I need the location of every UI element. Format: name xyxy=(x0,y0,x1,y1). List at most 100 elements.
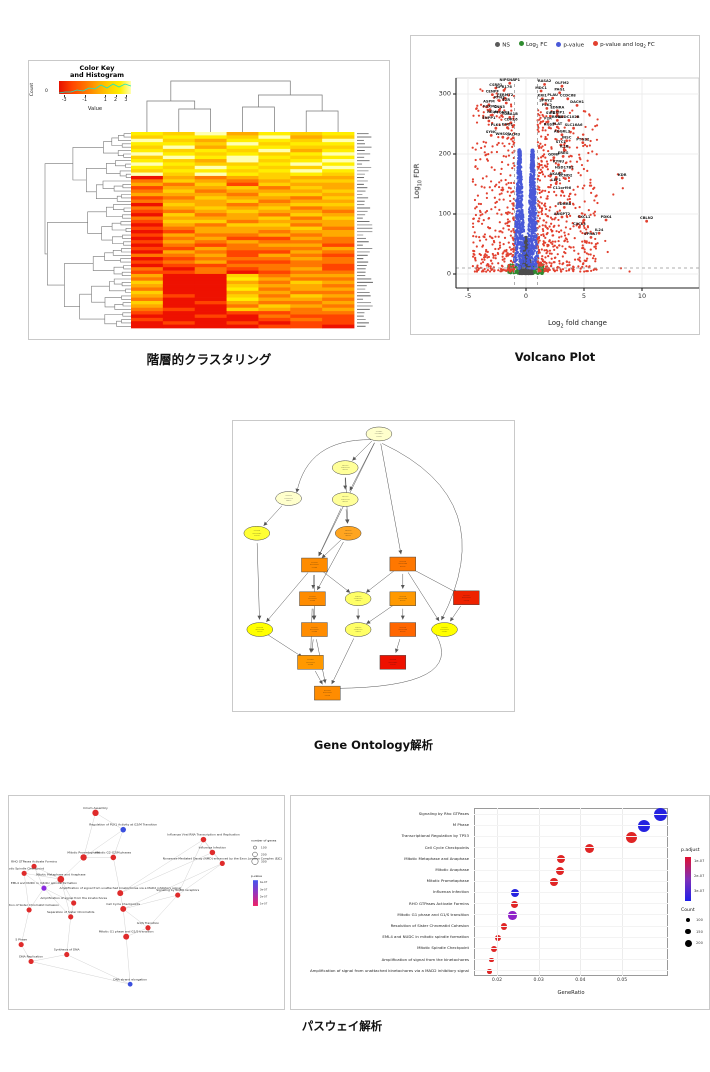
color-key-zero-label: 0 xyxy=(45,89,48,94)
network-node xyxy=(145,925,151,931)
color-key-count-label: Count xyxy=(30,82,36,97)
svg-text:––––––––: –––––––– xyxy=(398,628,407,631)
dotplot-row-line xyxy=(474,824,668,826)
network-node xyxy=(120,826,126,833)
network-node-label: Mitotic G1 phase and G1/S transition xyxy=(99,930,154,934)
color-key-histogram-trace xyxy=(59,83,131,94)
svg-text:100: 100 xyxy=(261,846,267,850)
enrichment-dotplot-panel: GeneRatio p.adjust Count 0.02 0.03 0.04 0.0… xyxy=(290,795,710,1010)
dotplot-row-line xyxy=(474,970,668,972)
volcano-legend-item: p-value xyxy=(556,41,584,48)
svg-text:––––––––: –––––––– xyxy=(375,433,384,436)
dotplot-category-label: Influenza Infection xyxy=(432,889,469,895)
svg-text:–––––: ––––– xyxy=(400,600,405,603)
dotplot-xtick-label: 0.02 xyxy=(491,978,503,983)
svg-text:––––––: –––––– xyxy=(342,496,349,499)
volcano-legend-item: Log2 FC xyxy=(518,41,548,49)
svg-text:––––––––: –––––––– xyxy=(398,563,407,566)
svg-text:––––––: –––––– xyxy=(254,529,261,532)
network-node-label: EML4 and NUDC in mitotic spindle formati… xyxy=(11,881,77,885)
svg-text:––––––––: –––––––– xyxy=(310,628,319,631)
svg-text:–––––: ––––– xyxy=(355,600,360,603)
go-node: ––––––––––––––––––– xyxy=(314,685,341,701)
volcano-legend-label: Log2 FC xyxy=(525,41,548,49)
network-node xyxy=(110,854,117,861)
heatmap-grid xyxy=(29,61,389,339)
network-node xyxy=(120,905,127,912)
dotplot-point xyxy=(625,831,637,843)
go-node: ––––––––––––––––––– xyxy=(299,591,326,606)
svg-text:–––––: ––––– xyxy=(254,534,259,537)
network-node-label: DNA Replication xyxy=(19,954,43,958)
svg-text:––––––: –––––– xyxy=(345,529,352,532)
svg-text:–––––: ––––– xyxy=(312,566,317,569)
color-key-tick xyxy=(84,95,86,97)
dotplot-category-label: M Phase xyxy=(452,822,469,828)
volcano-legend-item: NS xyxy=(495,41,510,48)
svg-text:––––––: –––––– xyxy=(285,495,292,498)
network-node-label: Synthesis of DNA xyxy=(54,948,80,952)
network-node-label: Mitotic Metaphase and Anaphase xyxy=(36,872,86,876)
color-key-tick-label: 3 xyxy=(124,98,128,103)
svg-text:––––––: –––––– xyxy=(342,464,349,467)
dotplot-xtick-label: 0.04 xyxy=(575,978,586,983)
dotplot-padjust-gradient xyxy=(685,857,691,901)
svg-text:––––––––: –––––––– xyxy=(323,692,332,695)
network-node-label: Signaling by ROBO receptors xyxy=(156,888,199,892)
dotplot-point xyxy=(510,900,518,908)
svg-text:––––––––: –––––––– xyxy=(354,597,363,600)
go-node: ––––––––––––––––––– xyxy=(301,622,328,637)
volcano-legend-dot-icon xyxy=(593,41,599,46)
svg-text:––––––––: –––––––– xyxy=(440,628,449,631)
dotplot-category-label: Signaling by Rho GTPases xyxy=(418,811,469,816)
dotplot-row-line xyxy=(474,869,668,871)
svg-text:––––––––: –––––––– xyxy=(284,497,293,500)
network-node xyxy=(71,900,77,906)
svg-text:––––––: –––––– xyxy=(463,594,470,597)
svg-text:––––––––: –––––––– xyxy=(354,628,363,631)
dotplot-category-label: Mitotic Prometaphase xyxy=(426,878,469,884)
dotplot-padjust-legend-title: p.adjust xyxy=(681,848,700,853)
go-node: ––––––––––––––––––– xyxy=(453,590,480,605)
go-node: ––––––––––––––––––– xyxy=(344,622,372,637)
svg-text:3e-07: 3e-07 xyxy=(260,887,268,891)
go-node: ––––––––––––––––––– xyxy=(301,557,328,573)
network-node-label: Separation of Sister Chromatids xyxy=(47,910,95,914)
svg-text:––––––––: –––––––– xyxy=(252,532,261,535)
volcano-legend-dot-icon xyxy=(495,41,501,47)
svg-text:1e-07: 1e-07 xyxy=(260,902,268,906)
svg-text:––––––: –––––– xyxy=(307,659,314,662)
dotplot-row-line xyxy=(474,903,668,905)
volcano-panel: NS Log2 FC p-value p-value and log2 FC Log1… xyxy=(410,35,700,335)
svg-text:––––––––: –––––––– xyxy=(341,466,350,469)
dotplot-category-label: Mitotic G1 phase and G1/S transition xyxy=(397,911,469,917)
network-node-label: Mitotic Spindle Checkpoint xyxy=(9,866,45,870)
go-node: ––––––––––––––––––– xyxy=(332,492,359,507)
go-node: ––––––––––––––––––– xyxy=(246,622,273,637)
volcano-legend-dot-icon xyxy=(518,41,524,46)
color-key-tick xyxy=(105,95,107,97)
dotplot-count-dot xyxy=(685,917,691,923)
heatmap-color-key: Color Key and Histogram Count 0 -3 -1 1 2 3 … xyxy=(30,64,147,123)
go-node: ––––––––––––––––––– xyxy=(389,556,416,572)
network-node xyxy=(28,958,34,965)
dotplot-point xyxy=(556,855,565,864)
dotplot-row-line xyxy=(474,836,668,837)
caption-volcano: Volcano Plot xyxy=(514,350,596,364)
go-node: ––––––––––––––––––– xyxy=(332,460,359,475)
svg-text:––––––––: –––––––– xyxy=(308,597,317,600)
network-node-label: Cilium Assembly xyxy=(83,806,108,810)
svg-text:–––––: ––––– xyxy=(464,599,469,602)
go-dag-diagram: ––––––––––––––––––––––––––––––––––––––––… xyxy=(243,426,480,701)
dotplot-category-label: Amplification of signal from the kinetoc… xyxy=(381,956,469,962)
svg-text:–––––: ––––– xyxy=(257,631,262,634)
go-node: ––––––––––––––––––– xyxy=(389,591,416,606)
svg-text:––––––: –––––– xyxy=(400,626,407,629)
color-key-tick-label: -3 xyxy=(61,98,67,103)
color-key-title: Color Key and Histogram xyxy=(51,64,143,80)
color-key-value-label: Value xyxy=(87,106,103,112)
network-node xyxy=(31,863,37,869)
color-key-ticks: -3 -1 1 2 3 xyxy=(59,95,131,103)
network-node-label: Amplification of signal from unattached … xyxy=(60,886,182,890)
dotplot-count-label: 200 xyxy=(696,941,703,945)
